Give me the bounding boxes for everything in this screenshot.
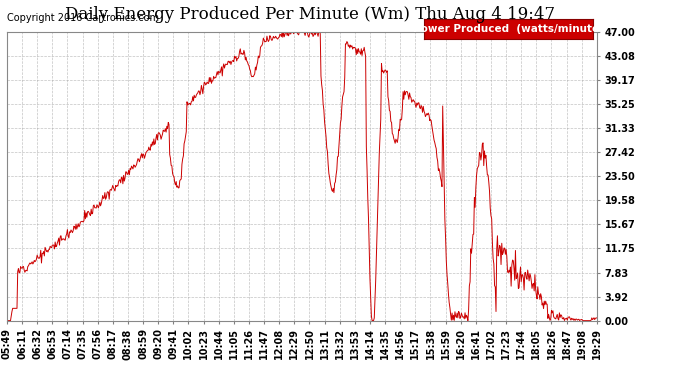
Text: Daily Energy Produced Per Minute (Wm) Thu Aug 4 19:47: Daily Energy Produced Per Minute (Wm) Th… [66,6,555,22]
Text: Copyright 2016 Cartronics.com: Copyright 2016 Cartronics.com [7,13,159,23]
Text: Power Produced  (watts/minute): Power Produced (watts/minute) [413,24,604,34]
